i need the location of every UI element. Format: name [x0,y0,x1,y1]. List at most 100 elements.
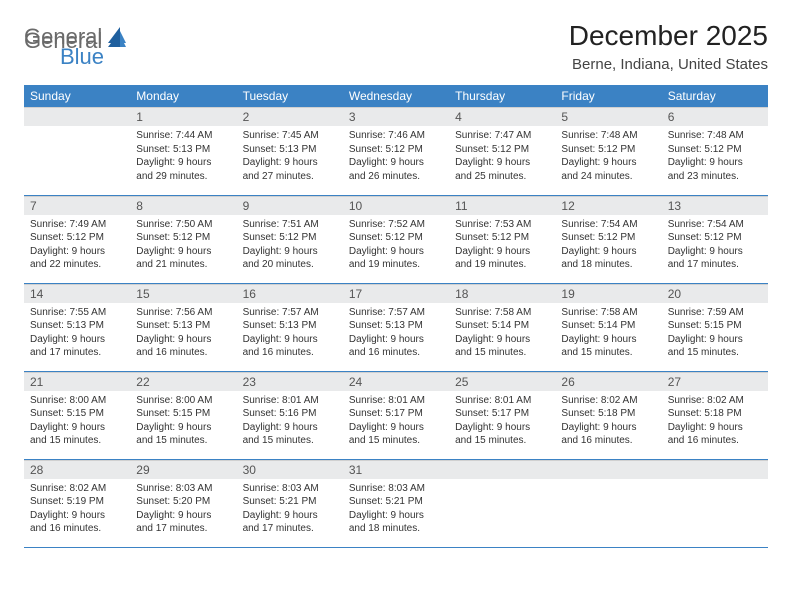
daylight-text-2: and 17 minutes. [243,522,337,536]
day-content: Sunrise: 8:02 AMSunset: 5:19 PMDaylight:… [24,479,130,540]
day-content: Sunrise: 7:51 AMSunset: 5:12 PMDaylight:… [237,215,343,276]
calendar-cell: 19Sunrise: 7:58 AMSunset: 5:14 PMDayligh… [555,283,661,371]
calendar-cell: 31Sunrise: 8:03 AMSunset: 5:21 PMDayligh… [343,459,449,547]
day-number-empty [449,460,555,479]
day-content: Sunrise: 7:54 AMSunset: 5:12 PMDaylight:… [555,215,661,276]
sunrise-text: Sunrise: 7:55 AM [30,306,124,320]
daylight-text-2: and 16 minutes. [243,346,337,360]
location-text: Berne, Indiana, United States [569,56,768,73]
calendar-cell: 21Sunrise: 8:00 AMSunset: 5:15 PMDayligh… [24,371,130,459]
sunset-text: Sunset: 5:15 PM [30,407,124,421]
daylight-text-1: Daylight: 9 hours [349,333,443,347]
calendar-cell: 27Sunrise: 8:02 AMSunset: 5:18 PMDayligh… [662,371,768,459]
month-title: December 2025 [569,20,768,52]
day-content: Sunrise: 7:49 AMSunset: 5:12 PMDaylight:… [24,215,130,276]
sunrise-text: Sunrise: 7:46 AM [349,129,443,143]
calendar-cell: 10Sunrise: 7:52 AMSunset: 5:12 PMDayligh… [343,195,449,283]
day-number: 18 [449,284,555,303]
weekday-header: Thursday [449,85,555,107]
sunset-text: Sunset: 5:13 PM [243,319,337,333]
day-number: 14 [24,284,130,303]
calendar-cell: 17Sunrise: 7:57 AMSunset: 5:13 PMDayligh… [343,283,449,371]
daylight-text-1: Daylight: 9 hours [561,245,655,259]
calendar-cell: 26Sunrise: 8:02 AMSunset: 5:18 PMDayligh… [555,371,661,459]
daylight-text-2: and 16 minutes. [561,434,655,448]
sunset-text: Sunset: 5:13 PM [136,143,230,157]
calendar-cell [24,107,130,195]
day-content: Sunrise: 7:47 AMSunset: 5:12 PMDaylight:… [449,126,555,187]
day-number: 16 [237,284,343,303]
daylight-text-1: Daylight: 9 hours [668,333,762,347]
day-number: 8 [130,196,236,215]
sunrise-text: Sunrise: 8:02 AM [561,394,655,408]
calendar-cell: 13Sunrise: 7:54 AMSunset: 5:12 PMDayligh… [662,195,768,283]
sunrise-text: Sunrise: 8:01 AM [349,394,443,408]
day-number: 22 [130,372,236,391]
day-number: 13 [662,196,768,215]
day-content: Sunrise: 7:57 AMSunset: 5:13 PMDaylight:… [237,303,343,364]
daylight-text-2: and 15 minutes. [668,346,762,360]
daylight-text-2: and 15 minutes. [243,434,337,448]
day-content: Sunrise: 8:00 AMSunset: 5:15 PMDaylight:… [130,391,236,452]
daylight-text-1: Daylight: 9 hours [136,421,230,435]
sunset-text: Sunset: 5:12 PM [668,143,762,157]
day-number: 6 [662,107,768,126]
calendar-cell: 1 Sunrise: 7:44 AMSunset: 5:13 PMDaylight… [130,107,236,195]
day-content: Sunrise: 7:52 AMSunset: 5:12 PMDaylight:… [343,215,449,276]
day-number: 2 [237,107,343,126]
daylight-text-1: Daylight: 9 hours [349,245,443,259]
day-number: 1 [130,107,236,126]
day-number: 17 [343,284,449,303]
calendar-cell: 9Sunrise: 7:51 AMSunset: 5:12 PMDaylight… [237,195,343,283]
daylight-text-2: and 17 minutes. [668,258,762,272]
daylight-text-1: Daylight: 9 hours [30,421,124,435]
sunrise-text: Sunrise: 7:51 AM [243,218,337,232]
sunrise-text: Sunrise: 8:02 AM [30,482,124,496]
day-number: 10 [343,196,449,215]
day-number: 29 [130,460,236,479]
day-number: 3 [343,107,449,126]
day-content: Sunrise: 7:50 AMSunset: 5:12 PMDaylight:… [130,215,236,276]
sunrise-text: Sunrise: 7:58 AM [561,306,655,320]
daylight-text-2: and 18 minutes. [561,258,655,272]
sunset-text: Sunset: 5:17 PM [349,407,443,421]
sunset-text: Sunset: 5:20 PM [136,495,230,509]
day-number-empty [555,460,661,479]
calendar-cell: 5Sunrise: 7:48 AMSunset: 5:12 PMDaylight… [555,107,661,195]
sunrise-text: Sunrise: 7:54 AM [668,218,762,232]
sunset-text: Sunset: 5:12 PM [30,231,124,245]
day-number: 24 [343,372,449,391]
sunrise-text: Sunrise: 7:44 AM [136,129,230,143]
calendar-row: 14Sunrise: 7:55 AMSunset: 5:13 PMDayligh… [24,283,768,371]
day-content: Sunrise: 7:46 AMSunset: 5:12 PMDaylight:… [343,126,449,187]
day-content: Sunrise: 7:54 AMSunset: 5:12 PMDaylight:… [662,215,768,276]
daylight-text-1: Daylight: 9 hours [243,245,337,259]
sunset-text: Sunset: 5:13 PM [30,319,124,333]
calendar-cell: 20Sunrise: 7:59 AMSunset: 5:15 PMDayligh… [662,283,768,371]
daylight-text-1: Daylight: 9 hours [561,421,655,435]
day-number: 5 [555,107,661,126]
sunrise-text: Sunrise: 8:03 AM [349,482,443,496]
calendar-cell: 15Sunrise: 7:56 AMSunset: 5:13 PMDayligh… [130,283,236,371]
calendar-cell [662,459,768,547]
daylight-text-1: Daylight: 9 hours [455,333,549,347]
day-content: Sunrise: 7:53 AMSunset: 5:12 PMDaylight:… [449,215,555,276]
sunset-text: Sunset: 5:12 PM [668,231,762,245]
weekday-header: Monday [130,85,236,107]
daylight-text-1: Daylight: 9 hours [136,156,230,170]
sunrise-text: Sunrise: 7:52 AM [349,218,443,232]
day-number: 4 [449,107,555,126]
day-content: Sunrise: 7:48 AMSunset: 5:12 PMDaylight:… [555,126,661,187]
day-content: Sunrise: 8:02 AMSunset: 5:18 PMDaylight:… [662,391,768,452]
sunset-text: Sunset: 5:12 PM [455,231,549,245]
daylight-text-2: and 16 minutes. [136,346,230,360]
calendar-cell: 16Sunrise: 7:57 AMSunset: 5:13 PMDayligh… [237,283,343,371]
day-content: Sunrise: 8:03 AMSunset: 5:20 PMDaylight:… [130,479,236,540]
day-content: Sunrise: 7:55 AMSunset: 5:13 PMDaylight:… [24,303,130,364]
calendar-cell: 25Sunrise: 8:01 AMSunset: 5:17 PMDayligh… [449,371,555,459]
day-number: 15 [130,284,236,303]
day-content: Sunrise: 7:58 AMSunset: 5:14 PMDaylight:… [555,303,661,364]
calendar-cell: 12Sunrise: 7:54 AMSunset: 5:12 PMDayligh… [555,195,661,283]
daylight-text-1: Daylight: 9 hours [349,509,443,523]
sunset-text: Sunset: 5:12 PM [349,231,443,245]
